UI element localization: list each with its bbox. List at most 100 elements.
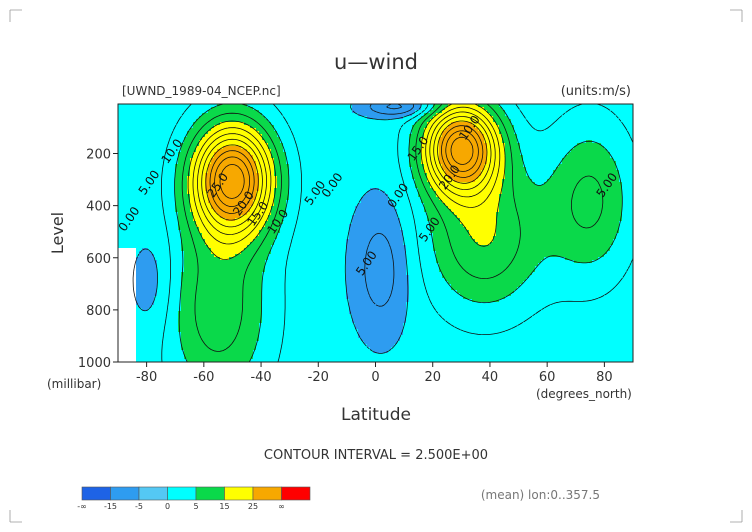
- contour-fill-cell: [193, 344, 197, 348]
- contour-fill-cell: [235, 284, 239, 288]
- contour-fill-cell: [175, 203, 179, 207]
- contour-fill-cell: [190, 290, 194, 294]
- contour-fill-cell: [196, 290, 200, 294]
- contour-fill-cell: [235, 230, 239, 234]
- contour-fill-cell: [178, 212, 182, 216]
- contour-fill-cell: [238, 266, 242, 270]
- contour-fill-cell: [166, 278, 170, 282]
- contour-fill-cell: [268, 305, 272, 309]
- contour-fill-cell: [271, 266, 275, 270]
- contour-fill-cell: [151, 251, 155, 255]
- contour-fill-cell: [127, 194, 131, 198]
- contour-fill-cell: [286, 182, 290, 186]
- contour-fill-cell: [244, 338, 248, 342]
- contour-fill-cell: [160, 338, 164, 342]
- contour-fill-cell: [262, 359, 266, 362]
- contour-fill-cell: [217, 218, 221, 222]
- contour-fill-cell: [283, 152, 287, 156]
- contour-fill-cell: [133, 155, 137, 159]
- contour-fill-cell: [241, 182, 245, 186]
- contour-fill-cell: [238, 116, 242, 120]
- contour-fill-cell: [223, 314, 227, 318]
- contour-fill-cell: [256, 134, 260, 138]
- contour-fill-cell: [154, 170, 158, 174]
- contour-fill-cell: [280, 128, 284, 132]
- contour-fill-cell: [247, 260, 251, 264]
- contour-fill-cell: [253, 173, 257, 177]
- contour-fill-cell: [220, 218, 224, 222]
- contour-fill-cell: [202, 107, 206, 111]
- contour-fill-cell: [235, 188, 239, 192]
- contour-fill-cell: [196, 347, 200, 351]
- contour-fill-cell: [190, 122, 194, 126]
- contour-fill-cell: [190, 257, 194, 261]
- contour-fill-cell: [184, 281, 188, 285]
- contour-fill-cell: [145, 221, 149, 225]
- contour-fill-cell: [199, 281, 203, 285]
- contour-fill-cell: [190, 170, 194, 174]
- contour-fill-cell: [277, 341, 281, 345]
- contour-fill-cell: [268, 308, 272, 312]
- contour-fill-cell: [136, 293, 140, 297]
- contour-fill-cell: [190, 218, 194, 222]
- contour-fill-cell: [223, 215, 227, 219]
- contour-fill-cell: [148, 299, 152, 303]
- contour-fill-cell: [202, 170, 206, 174]
- contour-fill-cell: [175, 317, 179, 321]
- contour-fill-cell: [274, 221, 278, 225]
- contour-fill-cell: [193, 215, 197, 219]
- contour-fill-cell: [211, 263, 215, 267]
- contour-fill-cell: [217, 356, 221, 360]
- contour-fill-cell: [232, 269, 236, 273]
- contour-fill-cell: [124, 332, 128, 336]
- contour-fill-cell: [166, 356, 170, 360]
- contour-fill-cell: [271, 248, 275, 252]
- contour-fill-cell: [136, 197, 140, 201]
- contour-fill-cell: [199, 134, 203, 138]
- contour-fill-cell: [211, 122, 215, 126]
- contour-fill-cell: [136, 239, 140, 243]
- contour-fill-cell: [268, 296, 272, 300]
- contour-fill-cell: [253, 293, 257, 297]
- contour-fill-cell: [151, 203, 155, 207]
- contour-fill-cell: [217, 287, 221, 291]
- contour-fill-cell: [280, 248, 284, 252]
- contour-fill-cell: [118, 326, 122, 330]
- contour-fill-cell: [226, 293, 230, 297]
- contour-fill-cell: [217, 143, 221, 147]
- contour-fill-cell: [118, 263, 122, 267]
- contour-fill-cell: [217, 329, 221, 333]
- contour-fill-cell: [181, 359, 185, 362]
- contour-fill-cell: [142, 227, 146, 231]
- contour-fill-cell: [142, 260, 146, 264]
- contour-fill-cell: [262, 125, 266, 129]
- contour-fill-cell: [154, 263, 158, 267]
- contour-fill-cell: [124, 236, 128, 240]
- contour-fill-cell: [268, 317, 272, 321]
- contour-fill-cell: [271, 272, 275, 276]
- contour-fill-cell: [151, 272, 155, 276]
- contour-fill-cell: [157, 356, 161, 360]
- contour-fill-cell: [229, 200, 233, 204]
- contour-fill-cell: [184, 128, 188, 132]
- contour-fill-cell: [232, 200, 236, 204]
- contour-fill-cell: [274, 335, 278, 339]
- contour-fill-cell: [280, 194, 284, 198]
- contour-fill-cell: [175, 215, 179, 219]
- contour-fill-cell: [124, 335, 128, 339]
- contour-fill-cell: [244, 113, 248, 117]
- contour-fill-cell: [121, 197, 125, 201]
- contour-fill-cell: [184, 308, 188, 312]
- contour-fill-cell: [184, 152, 188, 156]
- contour-fill-cell: [265, 224, 269, 228]
- contour-fill-cell: [166, 206, 170, 210]
- contour-fill-cell: [196, 107, 200, 111]
- contour-fill-cell: [265, 104, 269, 108]
- contour-fill-cell: [235, 245, 239, 249]
- contour-fill-cell: [190, 338, 194, 342]
- contour-fill-cell: [229, 248, 233, 252]
- contour-fill-cell: [268, 302, 272, 306]
- contour-fill-cell: [166, 275, 170, 279]
- contour-fill-cell: [178, 269, 182, 273]
- contour-fill-cell: [229, 203, 233, 207]
